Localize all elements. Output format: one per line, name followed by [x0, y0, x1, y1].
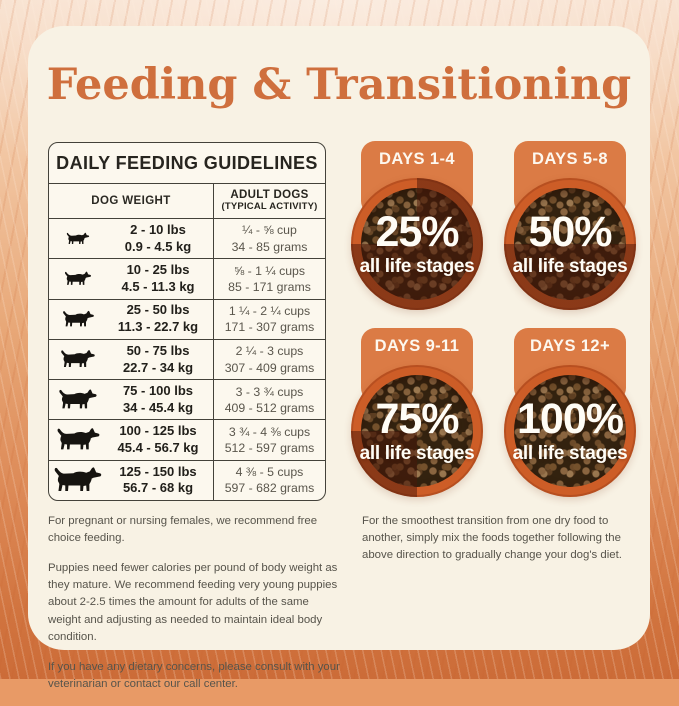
- mix-percent: 75%: [375, 394, 459, 443]
- feeding-notes: For pregnant or nursing females, we reco…: [48, 513, 340, 706]
- mix-percent: 25%: [375, 207, 459, 256]
- dog-size-icon: [49, 466, 107, 495]
- table-row: 50 - 75 lbs 22.7 - 34 kg 2 ¼ - 3 cups 307 …: [49, 339, 325, 381]
- feeding-guidelines-table: DAILY FEEDING GUIDELINES DOG WEIGHT ADUL…: [48, 142, 326, 502]
- kibble-texture: [514, 375, 626, 487]
- table-row: 10 - 25 lbs 4.5 - 11.3 kg ⅝ - 1 ¼ cups 85 …: [49, 259, 325, 300]
- weight-cell: 50 - 75 lbs 22.7 - 34 kg: [122, 342, 194, 375]
- adult-dogs-label: ADULT DOGS: [230, 188, 309, 201]
- serving-cell: ¼ - ⅝ cup 34 - 85 grams: [231, 223, 308, 254]
- life-stages-label: all life stages: [512, 255, 628, 277]
- kibble-bowl-image: 25% all life stages: [351, 178, 483, 310]
- dog-size-icon: [49, 427, 107, 453]
- mix-shade-overlay: [351, 365, 483, 497]
- table-row: 25 - 50 lbs 11.3 - 22.7 kg 1 ¼ - 2 ¼ cups…: [49, 299, 325, 340]
- mix-percent: 50%: [528, 207, 612, 256]
- serving-cell: 3 - 3 ¾ cups 409 - 512 grams: [224, 384, 315, 415]
- table-row: 75 - 100 lbs 34 - 45.4 kg 3 - 3 ¾ cups 409…: [49, 380, 325, 421]
- weight-cell: 2 - 10 lbs 0.9 - 4.5 kg: [124, 221, 192, 254]
- column-header-adult-dogs: ADULT DOGS (TYPICAL ACTIVITY): [214, 184, 325, 218]
- typical-activity-label: (TYPICAL ACTIVITY): [221, 201, 318, 213]
- mix-percent: 100%: [517, 394, 624, 443]
- note-dietary: If you have any dietary concerns, please…: [48, 660, 340, 690]
- serving-cell: 3 ¾ - 4 ⅜ cups 512 - 597 grams: [224, 424, 315, 456]
- weight-cell: 125 - 150 lbs 56.7 - 68 kg: [119, 463, 197, 496]
- serving-cell: ⅝ - 1 ¼ cups 85 - 171 grams: [228, 263, 311, 294]
- dog-size-icon: [49, 232, 107, 246]
- column-header-dog-weight: DOG WEIGHT: [49, 184, 214, 218]
- serving-cell: 2 ¼ - 3 cups 307 - 409 grams: [224, 344, 315, 375]
- dog-size-icon: [49, 271, 107, 287]
- kibble-bowl-image: 50% all life stages: [504, 178, 636, 310]
- info-card: Feeding & Transitioning DAILY FEEDING GU…: [28, 26, 650, 690]
- table-row: 125 - 150 lbs 56.7 - 68 kg 4 ⅜ - 5 cups 59…: [49, 460, 325, 501]
- life-stages-label: all life stages: [512, 442, 628, 464]
- table-row: 2 - 10 lbs 0.9 - 4.5 kg ¼ - ⅝ cup 34 - 85 …: [49, 219, 325, 260]
- note-pregnant: For pregnant or nursing females, we reco…: [48, 515, 318, 545]
- note-puppies: Puppies need fewer calories per pound of…: [48, 562, 338, 643]
- table-header-row: DOG WEIGHT ADULT DOGS (TYPICAL ACTIVITY): [49, 184, 325, 219]
- life-stages-label: all life stages: [359, 442, 475, 464]
- weight-cell: 25 - 50 lbs 11.3 - 22.7 kg: [117, 302, 199, 335]
- serving-cell: 1 ¼ - 2 ¼ cups 171 - 307 grams: [224, 304, 315, 335]
- table-row: 100 - 125 lbs 45.4 - 56.7 kg 3 ¾ - 4 ⅜ cu…: [49, 420, 325, 461]
- note-transition: For the smoothest transition from one dr…: [362, 515, 622, 562]
- mix-shade-overlay: [504, 178, 636, 310]
- life-stages-label: all life stages: [359, 255, 475, 277]
- kibble-bowl-image: 100% all life stages: [504, 365, 636, 497]
- page-title: Feeding & Transitioning: [46, 60, 632, 110]
- weight-cell: 75 - 100 lbs 34 - 45.4 kg: [122, 382, 194, 415]
- table-title: DAILY FEEDING GUIDELINES: [49, 143, 325, 184]
- kibble-bowl-image: 75% all life stages: [351, 365, 483, 497]
- dog-size-icon: [49, 310, 107, 329]
- serving-cell: 4 ⅜ - 5 cups 597 - 682 grams: [224, 465, 315, 496]
- dog-size-icon: [49, 388, 107, 412]
- mix-shade-overlay: [351, 178, 483, 310]
- transition-note: For the smoothest transition from one dr…: [362, 513, 648, 577]
- weight-cell: 100 - 125 lbs 45.4 - 56.7 kg: [117, 423, 199, 456]
- dog-size-icon: [49, 349, 107, 370]
- weight-cell: 10 - 25 lbs 4.5 - 11.3 kg: [121, 262, 195, 294]
